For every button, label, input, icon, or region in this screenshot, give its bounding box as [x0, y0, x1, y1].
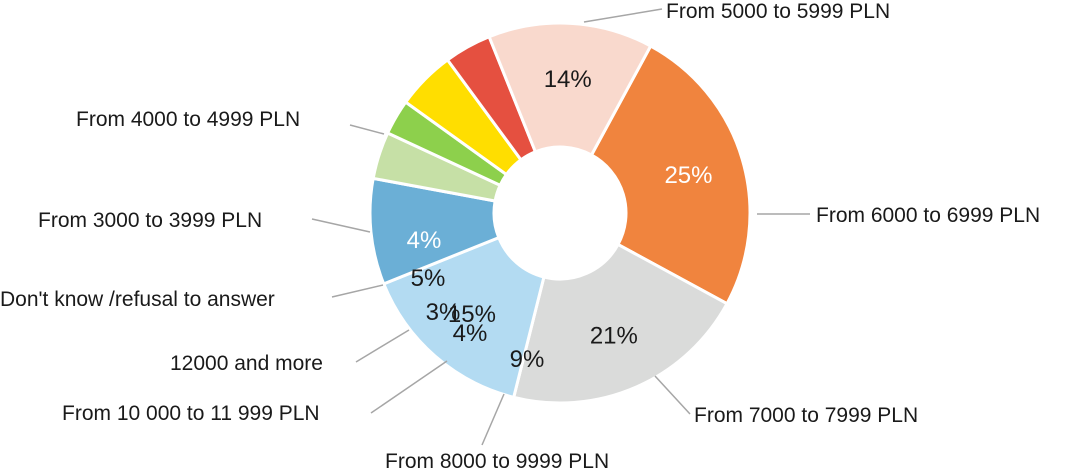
leader-line	[481, 393, 505, 446]
leader-line	[331, 284, 384, 298]
slice-value-label: 21%	[590, 323, 638, 350]
slice-value-label: 15%	[448, 301, 496, 328]
slice-category-label: From 5000 to 5999 PLN	[666, 0, 890, 23]
slice-category-label: Don't know /refusal to answer	[0, 288, 275, 311]
slice-category-label: From 7000 to 7999 PLN	[694, 404, 918, 427]
leader-line	[311, 218, 371, 233]
slice-value-label: 4%	[453, 320, 488, 347]
slice-category-label: From 6000 to 6999 PLN	[816, 204, 1040, 227]
slice-value-label: 5%	[411, 265, 446, 292]
donut-slice	[487, 21, 653, 158]
donut-slice	[589, 43, 752, 306]
slice-category-label: From 3000 to 3999 PLN	[38, 209, 262, 232]
leader-line	[349, 124, 385, 135]
slice-value-label: 25%	[664, 162, 712, 189]
slice-category-label: From 8000 to 9999 PLN	[385, 450, 609, 469]
donut-slice	[381, 235, 546, 400]
leader-line	[654, 375, 691, 415]
donut-slice	[511, 242, 730, 405]
slice-category-label: From 4000 to 4999 PLN	[76, 108, 300, 131]
slice-value-label: 9%	[510, 346, 545, 373]
leader-line	[583, 8, 663, 23]
leader-line	[355, 329, 410, 363]
leader-line	[370, 360, 448, 414]
slice-value-label: 4%	[407, 227, 442, 254]
slice-category-label: From 10 000 to 11 999 PLN	[62, 402, 320, 425]
slice-value-label: 3%	[426, 299, 461, 326]
slice-category-label: 12000 and more	[170, 352, 323, 375]
slice-value-label: 14%	[544, 66, 592, 93]
